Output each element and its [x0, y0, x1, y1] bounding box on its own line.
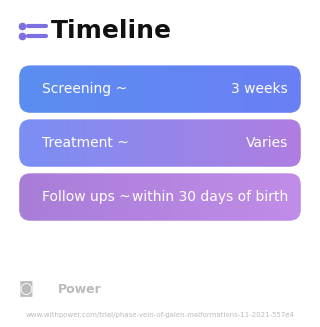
Text: 3 weeks: 3 weeks — [231, 82, 288, 96]
Text: ◙: ◙ — [18, 282, 33, 297]
Text: Follow ups ~: Follow ups ~ — [42, 190, 130, 204]
Text: Timeline: Timeline — [51, 19, 172, 43]
FancyBboxPatch shape — [19, 65, 301, 113]
Text: Varies: Varies — [246, 136, 288, 150]
Text: within 30 days of birth: within 30 days of birth — [132, 190, 288, 204]
Text: Power: Power — [58, 283, 101, 296]
FancyBboxPatch shape — [19, 119, 301, 167]
Text: www.withpower.com/trial/phase-vein-of-galen-malformations-11-2021-557e4: www.withpower.com/trial/phase-vein-of-ga… — [26, 312, 294, 318]
Text: Screening ~: Screening ~ — [42, 82, 127, 96]
FancyBboxPatch shape — [19, 173, 301, 221]
Text: Treatment ~: Treatment ~ — [42, 136, 128, 150]
